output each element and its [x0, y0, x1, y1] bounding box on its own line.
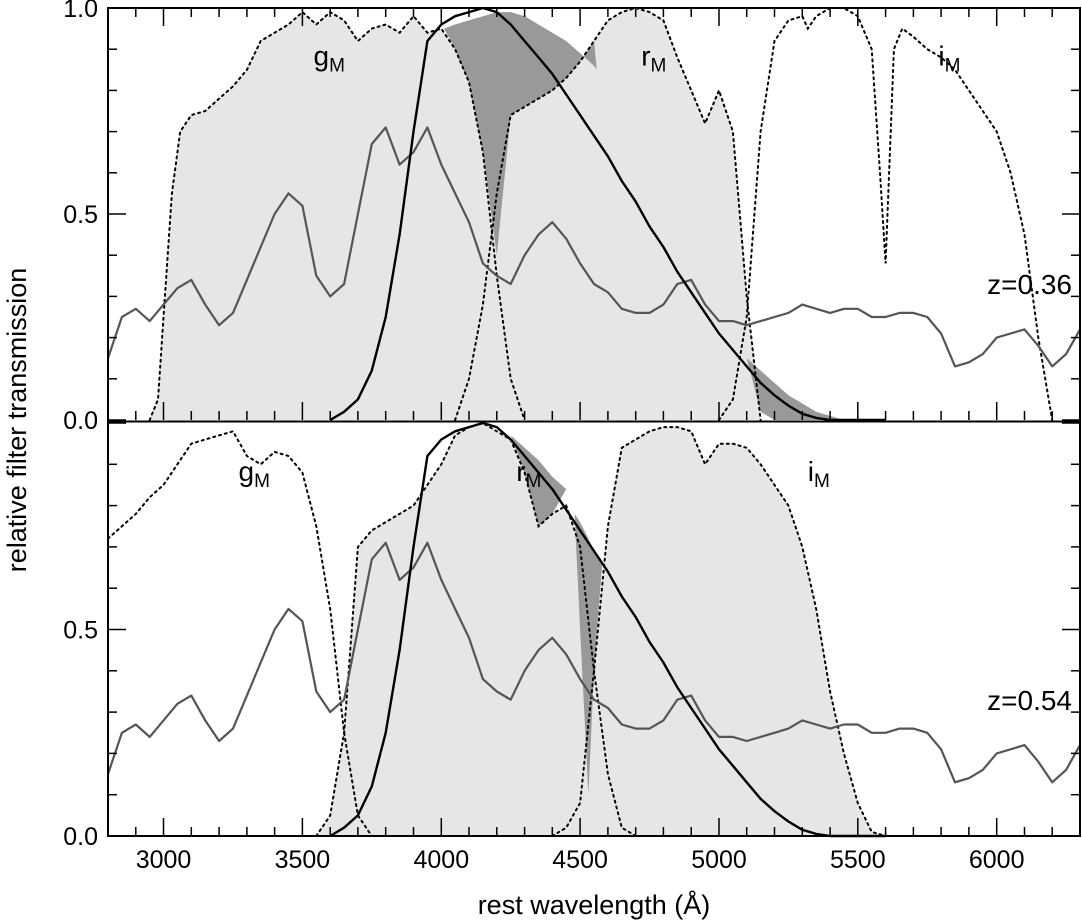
filter-curve-iM	[551, 426, 887, 837]
x-tick-label: 6000	[969, 846, 1025, 874]
overlap-region	[444, 12, 597, 256]
filter-fill-rM	[455, 8, 761, 420]
x-axis-label: rest wavelength (Å)	[478, 889, 711, 920]
x-tick-label: 3000	[136, 846, 192, 874]
y-tick-label: 0.0	[63, 407, 98, 435]
filter-label: gM	[239, 456, 270, 492]
y-tick-label: 0.5	[63, 201, 98, 229]
filter-curve-rM	[315, 421, 651, 837]
filter-fill-rM	[316, 423, 650, 836]
filter-fill-gM	[149, 12, 525, 420]
x-tick-label: 3500	[275, 846, 331, 874]
filter-label: rM	[641, 41, 666, 77]
spectrum-line	[106, 126, 1081, 368]
x-tick-label: 4000	[413, 846, 469, 874]
overlap-region	[746, 358, 858, 420]
vband-curve	[329, 421, 886, 838]
y-axis-label: relative filter transmission	[2, 268, 32, 573]
filter-curve-gM	[148, 10, 526, 421]
vband-curve	[329, 6, 886, 422]
redshift-label: z=0.54	[987, 685, 1072, 716]
top-panel: gM rM iM z=0.36	[106, 6, 1081, 422]
y-tick-label: 0.5	[63, 617, 98, 645]
filter-label: iM	[938, 41, 960, 77]
filter-curve-iM	[718, 7, 1054, 421]
x-tick-label: 5000	[691, 846, 747, 874]
y-tick-label: 0.0	[63, 823, 98, 851]
spectrum-line	[106, 541, 1081, 784]
y-tick-label: 1.0	[63, 0, 98, 23]
axes: 3000 3500 4000 4500 5000 5500 6000 0.0 0.5 1.0 0.0…	[63, 0, 1081, 874]
overlap-region	[510, 435, 567, 527]
filter-curve-rM	[454, 6, 762, 421]
x-tick-label: 5500	[830, 846, 886, 874]
filter-label: rM	[516, 456, 541, 492]
filter-label: iM	[808, 456, 830, 492]
filter-curve-gM	[107, 430, 373, 837]
redshift-label: z=0.36	[987, 269, 1072, 300]
filter-fill-iM	[552, 427, 886, 836]
x-tick-label: 4500	[552, 846, 608, 874]
bottom-panel: gM rM iM z=0.54	[106, 421, 1081, 838]
filter-label: gM	[314, 41, 345, 77]
